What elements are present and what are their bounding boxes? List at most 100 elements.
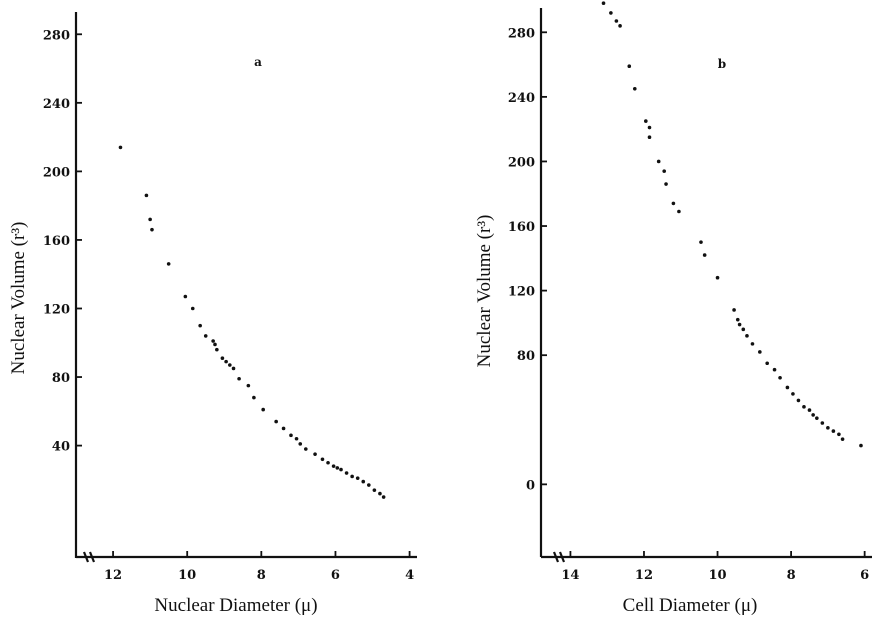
data-point (294, 436, 299, 441)
data-point (220, 356, 225, 360)
data-point (215, 347, 219, 352)
data-point (339, 467, 343, 472)
data-point (281, 426, 286, 431)
data-point (741, 327, 746, 332)
panel-a-y-axis-title: Nuclear Volume (r³) (8, 222, 29, 375)
y-tick-label: 200 (43, 165, 70, 180)
panel-b-y-ticks: 0 80 120 160 200 240 280 (508, 26, 547, 493)
data-point (381, 495, 386, 499)
data-point (802, 405, 806, 409)
panel-b-x-ticks: 14 12 10 8 6 (561, 551, 869, 583)
data-point (274, 419, 278, 424)
panel-a-x-ticks: 12 10 8 6 4 (104, 551, 414, 583)
panel-b-points (601, 1, 863, 448)
panel-a-axis-break (82, 551, 96, 563)
data-point (656, 159, 661, 164)
panel-a-letter: a (254, 55, 262, 69)
data-point (618, 24, 622, 28)
y-tick-label: 240 (508, 91, 535, 106)
data-point (811, 413, 815, 417)
x-tick-label: 12 (635, 568, 653, 583)
data-point (601, 1, 606, 6)
data-point (198, 323, 202, 328)
data-point (677, 209, 681, 214)
data-point (627, 64, 632, 68)
y-tick-label: 0 (526, 478, 535, 493)
y-tick-label: 280 (43, 28, 70, 43)
data-point (298, 442, 303, 446)
y-tick-label: 40 (52, 440, 70, 455)
y-tick-label: 80 (517, 349, 535, 364)
y-tick-label: 240 (43, 97, 70, 112)
data-point (252, 395, 256, 400)
x-tick-label: 8 (257, 568, 266, 583)
data-point (261, 407, 265, 412)
x-tick-label: 14 (561, 568, 579, 583)
data-point (715, 275, 720, 280)
data-point (378, 491, 382, 496)
data-point (355, 476, 360, 480)
data-point (344, 471, 349, 475)
data-point (213, 342, 217, 347)
data-point (614, 19, 619, 23)
data-point (203, 334, 208, 338)
data-point (320, 457, 325, 462)
data-point (732, 308, 736, 312)
data-point (224, 359, 228, 364)
data-point (647, 125, 652, 130)
data-point (144, 193, 149, 198)
data-point (150, 227, 154, 232)
data-point (246, 383, 251, 388)
data-point (807, 408, 812, 412)
data-point (837, 432, 841, 437)
data-point (228, 363, 232, 367)
data-point (647, 135, 652, 140)
data-point (778, 375, 782, 380)
data-point (785, 385, 790, 390)
data-point (326, 460, 330, 465)
data-point (304, 447, 308, 451)
data-point (211, 339, 215, 343)
data-point (831, 429, 836, 433)
data-point (745, 334, 749, 338)
panel-b: 0 80 120 160 200 240 280 14 12 10 8 6 b Cell Diame… (474, 1, 872, 616)
data-point (791, 392, 795, 396)
y-tick-label: 160 (43, 234, 70, 249)
x-tick-label: 8 (787, 568, 796, 583)
y-tick-label: 120 (43, 302, 70, 317)
data-point (350, 474, 354, 479)
data-point (231, 366, 236, 371)
data-point (632, 86, 637, 91)
data-point (367, 483, 371, 487)
data-point (166, 262, 171, 266)
y-tick-label: 120 (508, 285, 535, 300)
data-point (859, 443, 863, 448)
x-tick-label: 10 (178, 568, 196, 583)
data-point (765, 361, 769, 366)
data-point (796, 398, 801, 403)
data-point (735, 317, 740, 322)
data-point (237, 376, 241, 381)
y-tick-label: 200 (508, 155, 535, 170)
x-tick-label: 6 (331, 568, 340, 583)
data-point (331, 464, 336, 468)
data-point (840, 437, 845, 441)
data-point (737, 322, 742, 327)
y-tick-label: 80 (52, 371, 70, 386)
data-point (372, 488, 377, 492)
panel-b-letter: b (718, 57, 726, 71)
data-point (335, 466, 340, 470)
y-tick-label: 280 (508, 26, 535, 41)
data-point (758, 350, 762, 354)
data-point (183, 294, 188, 299)
panel-b-axis-break (552, 551, 566, 563)
y-tick-label: 160 (508, 220, 535, 235)
data-point (148, 217, 152, 222)
data-point (671, 201, 676, 206)
data-point (750, 342, 755, 346)
x-tick-label: 12 (104, 568, 122, 583)
x-tick-label: 6 (860, 568, 869, 583)
panel-b-y-axis-title: Nuclear Volume (r³) (474, 215, 495, 368)
data-point (815, 416, 819, 420)
